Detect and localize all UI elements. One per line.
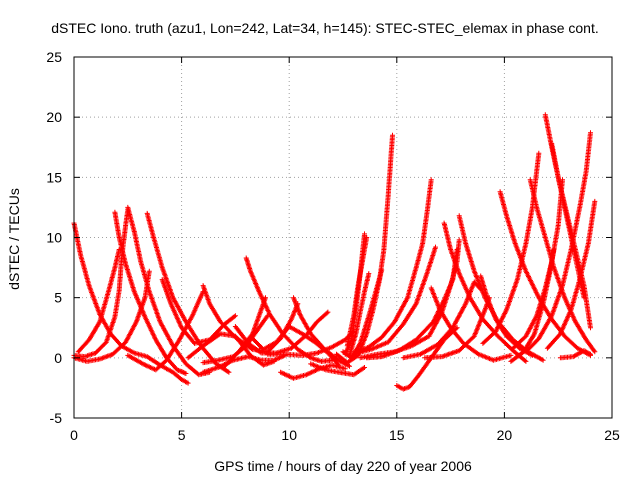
series-markers [508, 247, 557, 364]
series-markers [75, 247, 122, 355]
series-23 [347, 271, 372, 358]
series-markers [278, 362, 348, 381]
series-markers [71, 207, 131, 360]
series-25 [342, 231, 367, 357]
series-43 [544, 198, 598, 351]
y-tick-label: 0 [54, 350, 62, 366]
series-markers [497, 189, 593, 358]
series-markers [308, 361, 367, 378]
series-14 [200, 313, 271, 366]
series-44 [508, 247, 557, 364]
series-30 [357, 237, 462, 361]
series-markers [357, 237, 462, 361]
series-34 [400, 279, 484, 361]
x-tick-label: 10 [281, 427, 297, 443]
series-markers [144, 210, 232, 375]
series-markers [265, 328, 357, 358]
series-5 [125, 204, 213, 378]
series-31 [428, 285, 514, 363]
series-markers [347, 271, 372, 358]
series-22 [340, 267, 385, 361]
series-markers [342, 231, 367, 357]
series-8 [125, 289, 206, 373]
series-35 [422, 295, 492, 361]
data-points [71, 112, 598, 392]
y-tick-label: -5 [50, 410, 63, 426]
x-tick-label: 25 [604, 427, 620, 443]
series-markers [125, 289, 206, 373]
series-markers [549, 141, 587, 301]
x-tick-label: 20 [497, 427, 513, 443]
series-markers [400, 279, 484, 361]
y-tick-label: 5 [54, 290, 62, 306]
series-markers [200, 313, 271, 366]
series-19 [278, 362, 348, 381]
x-tick-label: 0 [70, 427, 78, 443]
series-markers [544, 198, 598, 351]
series-27 [351, 244, 438, 357]
series-markers [557, 348, 593, 361]
y-tick-label: 15 [46, 169, 62, 185]
series-markers [125, 204, 213, 378]
series-4 [112, 209, 189, 376]
series-20 [308, 361, 367, 378]
x-tick-label: 5 [178, 427, 186, 443]
series-markers [422, 295, 492, 361]
series-markers [200, 352, 288, 375]
series-37 [497, 189, 593, 358]
series-2 [75, 247, 122, 355]
series-markers [351, 244, 438, 357]
series-45 [549, 141, 587, 301]
series-6 [144, 210, 232, 375]
chart-title: dSTEC Iono. truth (azu1, Lon=242, Lat=34… [51, 20, 598, 36]
series-markers [340, 267, 385, 361]
axis-ticks: 0 5 10 15 20 25 -5 0 5 10 15 20 25 [46, 49, 620, 443]
x-tick-label: 15 [389, 427, 405, 443]
x-axis-label: GPS time / hours of day 220 of year 2006 [214, 458, 472, 474]
y-tick-label: 25 [46, 49, 62, 65]
y-tick-label: 10 [46, 230, 62, 246]
series-18 [265, 328, 357, 358]
series-markers [112, 209, 189, 376]
y-tick-label: 20 [46, 109, 62, 125]
series-markers [428, 285, 514, 363]
series-46 [557, 348, 593, 361]
y-axis-label: dSTEC / TECUs [6, 188, 22, 290]
series-15 [200, 352, 288, 375]
series-1 [71, 207, 131, 360]
